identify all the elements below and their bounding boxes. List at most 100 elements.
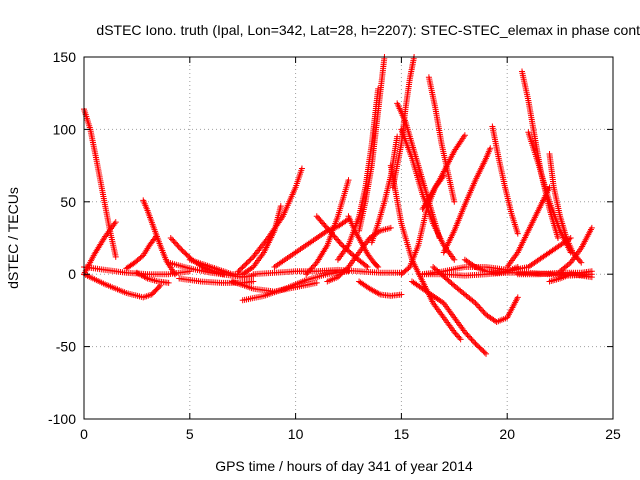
data-point bbox=[464, 332, 471, 339]
data-point bbox=[487, 145, 494, 152]
data-point bbox=[152, 233, 159, 240]
data-point bbox=[451, 198, 458, 205]
data-point bbox=[578, 259, 585, 266]
data-point bbox=[472, 300, 479, 307]
data-point bbox=[588, 224, 595, 231]
data-point bbox=[456, 334, 463, 341]
data-series bbox=[140, 197, 178, 278]
data-point bbox=[455, 333, 462, 340]
data-point bbox=[337, 240, 344, 247]
data-point bbox=[473, 341, 480, 348]
data-point bbox=[339, 242, 346, 249]
data-point bbox=[332, 235, 339, 241]
y-tick-label: -100 bbox=[48, 411, 76, 427]
x-tick-label: 15 bbox=[394, 426, 410, 442]
data-series bbox=[440, 145, 494, 256]
data-series bbox=[133, 269, 172, 286]
data-point bbox=[469, 337, 476, 344]
data-point bbox=[468, 336, 475, 343]
y-tick-label: 50 bbox=[60, 194, 76, 210]
data-point bbox=[298, 165, 305, 172]
data-point bbox=[349, 251, 356, 258]
data-point bbox=[334, 236, 341, 243]
data-point bbox=[112, 219, 119, 226]
data-point bbox=[311, 262, 318, 269]
data-series bbox=[408, 278, 490, 357]
data-point bbox=[445, 277, 452, 284]
data-series bbox=[557, 224, 595, 275]
data-point bbox=[336, 239, 343, 246]
plot-frame bbox=[83, 56, 614, 420]
data-point bbox=[334, 274, 341, 281]
data-series bbox=[356, 54, 388, 234]
data-series bbox=[419, 132, 468, 213]
data-point bbox=[337, 271, 344, 278]
data-point bbox=[463, 330, 470, 337]
data-point bbox=[479, 347, 486, 354]
data-point bbox=[184, 252, 191, 259]
data-point bbox=[171, 239, 178, 246]
data-point bbox=[405, 265, 412, 272]
data-point bbox=[447, 279, 454, 286]
data-points bbox=[81, 54, 595, 357]
data-point bbox=[242, 261, 249, 268]
data-point bbox=[326, 227, 333, 234]
data-series bbox=[165, 259, 257, 281]
data-point bbox=[461, 329, 468, 336]
data-point bbox=[476, 304, 483, 311]
data-point bbox=[277, 203, 284, 210]
data-point bbox=[322, 223, 329, 230]
data-point bbox=[473, 301, 480, 308]
data-point bbox=[480, 308, 487, 315]
ticks: 0 5 10 15 20 25 -100 -50 0 50 100 150 bbox=[48, 49, 621, 442]
data-series bbox=[81, 271, 164, 301]
data-point bbox=[243, 260, 250, 267]
data-point bbox=[240, 263, 247, 270]
x-axis-title: GPS time / hours of day 341 of year 2014 bbox=[215, 458, 473, 474]
data-point bbox=[180, 249, 187, 256]
data-point bbox=[182, 250, 189, 257]
data-point bbox=[554, 235, 561, 241]
data-point bbox=[479, 307, 486, 314]
data-point bbox=[481, 349, 488, 356]
data-point bbox=[430, 263, 437, 270]
data-point bbox=[461, 132, 468, 139]
data-point bbox=[477, 345, 484, 352]
data-point bbox=[588, 271, 595, 278]
x-tick-label: 25 bbox=[605, 426, 621, 442]
data-series bbox=[123, 233, 159, 272]
data-point bbox=[171, 271, 178, 278]
chart-title: dSTEC Iono. truth (Ipal, Lon=342, Lat=28… bbox=[96, 22, 640, 38]
data-point bbox=[325, 226, 332, 233]
data-series bbox=[389, 54, 418, 191]
data-point bbox=[335, 237, 342, 244]
data-point bbox=[183, 251, 190, 258]
data-point bbox=[151, 235, 158, 241]
data-point bbox=[480, 348, 487, 355]
data-point bbox=[398, 269, 405, 276]
data-point bbox=[316, 216, 323, 223]
data-point bbox=[248, 255, 255, 262]
data-series bbox=[235, 165, 305, 275]
data-point bbox=[345, 177, 352, 184]
data-series bbox=[356, 278, 405, 299]
data-point bbox=[467, 334, 474, 341]
x-tick-label: 5 bbox=[186, 426, 194, 442]
data-series bbox=[398, 172, 447, 278]
data-point bbox=[327, 229, 334, 236]
y-tick-label: 0 bbox=[68, 266, 76, 282]
x-tick-label: 10 bbox=[288, 426, 304, 442]
data-point bbox=[514, 294, 521, 301]
data-point bbox=[178, 246, 185, 253]
data-point bbox=[307, 266, 314, 273]
data-point bbox=[477, 305, 484, 312]
data-point bbox=[347, 249, 354, 256]
data-series bbox=[504, 184, 553, 270]
data-point bbox=[336, 272, 343, 279]
x-tick-label: 20 bbox=[499, 426, 515, 442]
data-series bbox=[430, 263, 521, 325]
data-point bbox=[346, 248, 353, 255]
data-point bbox=[177, 245, 184, 252]
data-point bbox=[179, 247, 186, 254]
y-axis-title: dSTEC / TECUs bbox=[5, 187, 21, 289]
